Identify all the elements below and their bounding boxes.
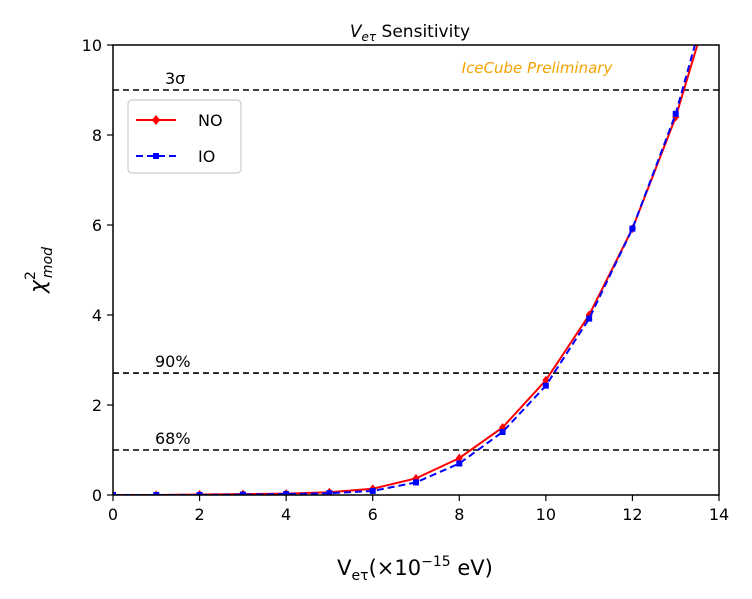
y-tick-label: 10 — [82, 36, 102, 55]
legend-no-marker — [152, 115, 160, 125]
data-point-io — [672, 110, 679, 117]
x-tick-label: 6 — [368, 505, 378, 524]
data-point-io — [456, 460, 463, 467]
data-point-io — [239, 491, 246, 495]
x-tick-label: 12 — [622, 505, 642, 524]
data-point-io — [542, 382, 549, 389]
legend-io-marker — [153, 153, 159, 159]
data-point-io — [629, 225, 636, 232]
reference-line-label: 3σ — [165, 69, 185, 88]
x-tick-label: 0 — [108, 505, 118, 524]
data-point-io — [499, 429, 506, 435]
data-point-io — [326, 490, 333, 495]
data-point-io — [413, 479, 419, 486]
plot-frame — [112, 44, 720, 496]
legend: NO IO — [127, 99, 242, 174]
data-point-io — [369, 487, 376, 494]
reference-line-label: 68% — [155, 429, 191, 448]
y-tick-label: 6 — [92, 216, 102, 235]
data-point-io — [196, 492, 203, 495]
x-axis-title: Veτ(×10−15 eV) — [337, 554, 493, 584]
x-tick-label: 14 — [709, 505, 729, 524]
reference-lines: 3σ 90% 68% — [113, 69, 719, 451]
y-axis-title: χ2mod — [23, 247, 56, 294]
data-point-io — [283, 491, 290, 495]
data-point-no — [542, 375, 550, 385]
data-point-no — [455, 453, 463, 463]
legend-box — [127, 99, 242, 174]
legend-io-label: IO — [198, 147, 215, 166]
data-point-io — [153, 492, 160, 495]
y-tick-label: 4 — [92, 306, 102, 325]
data-point-io — [113, 492, 116, 495]
y-tick-label: 0 — [92, 486, 102, 505]
y-tick-label: 2 — [92, 396, 102, 415]
axis-ticks: 0 2 4 6 8 10 12 14 0 2 4 6 8 10 — [82, 36, 730, 524]
chart-title: Veτ Sensitivity — [350, 22, 470, 44]
data-point-io — [586, 315, 593, 322]
y-tick-label: 8 — [92, 126, 102, 145]
reference-line-label: 90% — [155, 352, 191, 371]
x-tick-label: 4 — [281, 505, 291, 524]
watermark-label: IceCube Preliminary — [462, 59, 614, 77]
x-tick-label: 10 — [536, 505, 556, 524]
x-tick-label: 2 — [194, 505, 204, 524]
x-tick-label: 8 — [454, 505, 464, 524]
legend-no-label: NO — [198, 111, 223, 130]
